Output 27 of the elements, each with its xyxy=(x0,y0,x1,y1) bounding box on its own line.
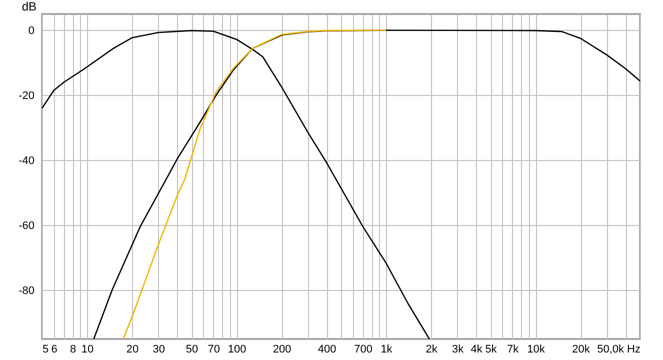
x-tick-label: 100 xyxy=(228,344,246,356)
x-tick-label: 700 xyxy=(354,344,373,356)
x-tick-label: 50,0k Hz xyxy=(597,344,640,356)
y-tick-label: 0 xyxy=(28,24,34,37)
x-tick-label: 8 xyxy=(70,344,76,356)
x-tick-label: 5 xyxy=(42,344,49,356)
x-tick-label: 10k xyxy=(527,344,546,356)
x-tick-label: 1k xyxy=(380,344,393,356)
x-tick-label: 20k xyxy=(572,344,590,356)
x-tick-label: 3k xyxy=(452,344,464,356)
x-tick-label: 50 xyxy=(186,344,198,356)
x-tick-label: 7k xyxy=(507,344,520,356)
x-tick-label: 70 xyxy=(208,344,220,356)
x-tick-label: 400 xyxy=(318,344,336,356)
x-tick-label: 200 xyxy=(272,344,292,356)
x-tick-label: 30 xyxy=(152,344,165,356)
y-axis-title: dB xyxy=(22,0,36,14)
x-tick-label: 2k xyxy=(426,344,438,356)
x-tick-label: 6 xyxy=(51,344,58,356)
y-tick-label: -40 xyxy=(18,154,34,167)
y-tick-label: -20 xyxy=(18,90,34,102)
x-tick-label: 20 xyxy=(126,344,139,356)
x-tick-label: 5k xyxy=(485,344,498,356)
x-tick-label: 10 xyxy=(81,344,94,356)
y-tick-label: -80 xyxy=(18,284,34,297)
x-tick-label: 4k xyxy=(470,344,483,356)
y-tick-label: -60 xyxy=(18,220,34,232)
